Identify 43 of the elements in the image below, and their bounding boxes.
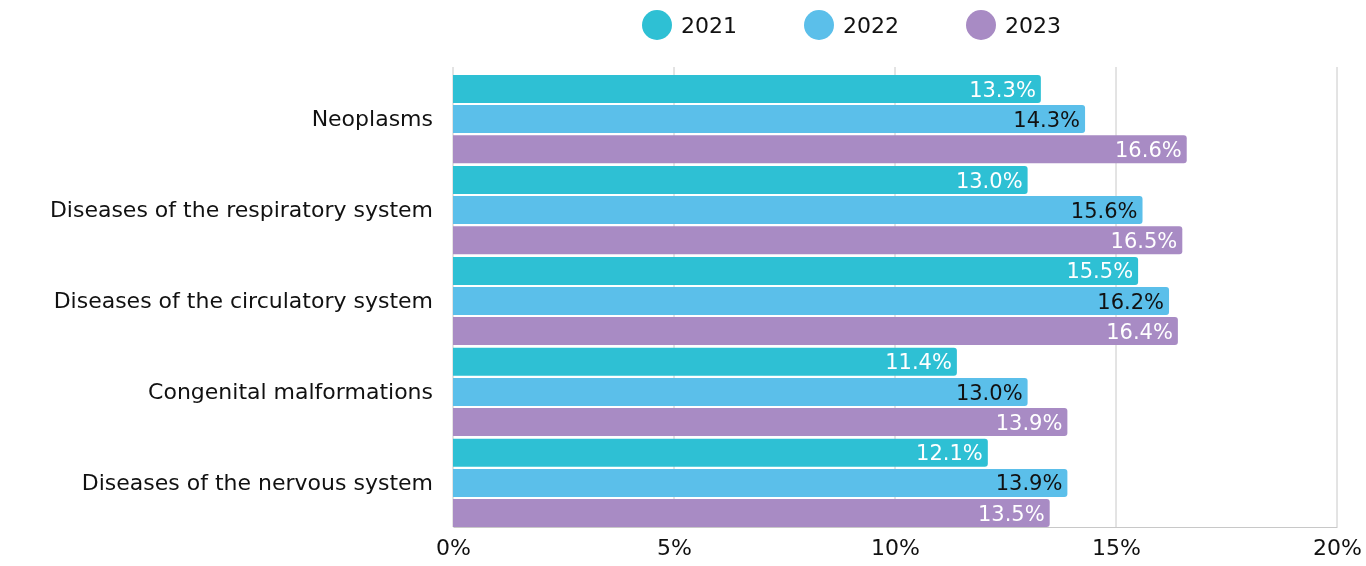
data-label: 11.4% — [885, 350, 952, 375]
bar — [453, 256, 1139, 285]
y-tick-label: Diseases of the respiratory system — [49, 197, 433, 223]
data-label: 13.3% — [969, 77, 1036, 102]
bar — [453, 468, 1068, 497]
x-tick-label: 0% — [436, 534, 471, 560]
bar — [453, 499, 1050, 527]
data-label: 13.0% — [955, 168, 1023, 193]
data-label: 15.6% — [1070, 198, 1138, 223]
data-label: 12.1% — [916, 441, 983, 466]
bar — [453, 196, 1143, 225]
data-label: 16.6% — [1115, 137, 1182, 162]
bar — [453, 75, 1041, 103]
bar — [453, 165, 1028, 194]
data-label: 13.9% — [995, 471, 1063, 496]
bar — [453, 287, 1170, 315]
x-tick-label: 20% — [1313, 534, 1362, 560]
data-label: 16.5% — [1110, 228, 1178, 253]
x-tick-label: 15% — [1092, 534, 1141, 560]
y-tick-label: Diseases of the nervous system — [81, 469, 433, 495]
bar — [453, 226, 1183, 255]
bar — [453, 438, 988, 467]
bar — [453, 377, 1028, 406]
data-label: 13.0% — [955, 380, 1023, 405]
y-tick-label: Congenital malformations — [148, 378, 433, 404]
bar — [453, 408, 1068, 437]
bar — [453, 135, 1187, 164]
legend-label: 2023 — [1005, 12, 1061, 38]
bar — [453, 347, 957, 376]
x-tick-label: 5% — [657, 534, 692, 560]
y-tick-label: Neoplasms — [311, 106, 433, 132]
data-label: 13.5% — [977, 501, 1045, 526]
data-label: 13.9% — [995, 410, 1063, 435]
legend-label: 2022 — [843, 12, 899, 38]
legend-label: 2021 — [681, 12, 737, 38]
bar — [453, 317, 1178, 346]
bar — [453, 105, 1086, 134]
data-label: 14.3% — [1013, 107, 1081, 132]
data-label: 16.4% — [1106, 319, 1173, 344]
data-label: 16.2% — [1097, 289, 1165, 314]
x-tick-label: 10% — [871, 534, 920, 560]
data-label: 15.5% — [1066, 259, 1134, 284]
y-tick-label: Diseases of the circulatory system — [53, 288, 433, 314]
